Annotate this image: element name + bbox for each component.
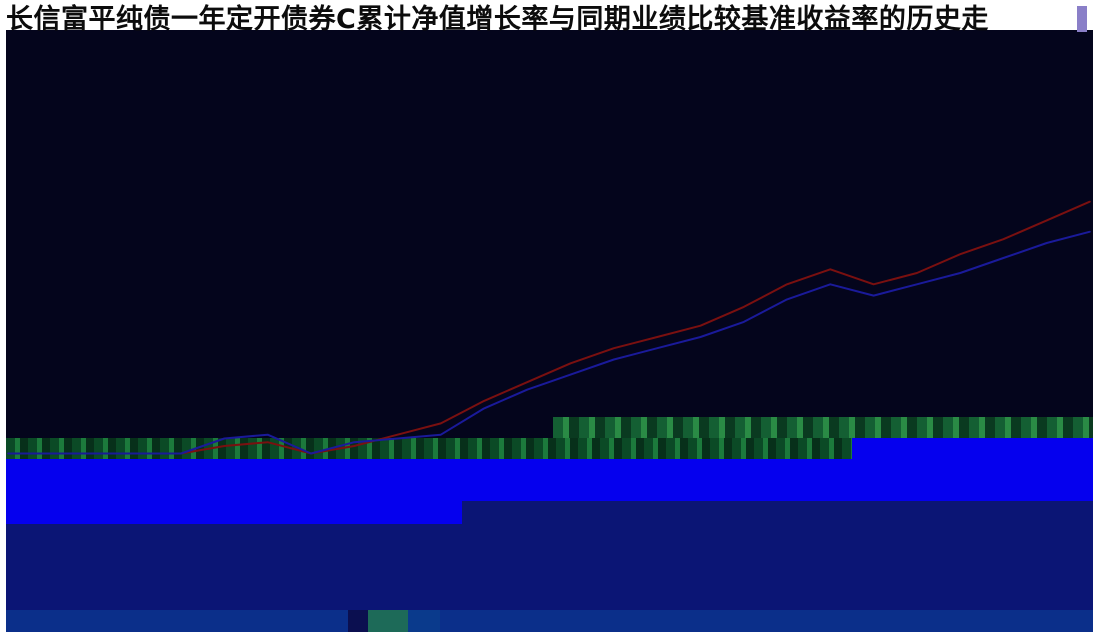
data-point [526,381,529,383]
data-point [223,437,226,440]
data-point [93,452,96,455]
data-point [50,452,53,455]
data-point [656,336,658,338]
data-point [1045,242,1048,244]
data-point [743,321,745,323]
data-point [872,294,875,297]
data-point [699,324,702,327]
data-point [483,400,485,402]
data-point [353,445,356,447]
data-point [266,433,269,436]
data-point [1002,257,1005,259]
data-point [353,441,356,444]
green-noise-band-right [553,417,1093,438]
data-point [613,358,615,361]
data-point [786,283,788,286]
data-point [1089,200,1091,203]
data-point [440,433,442,436]
data-point [396,433,399,436]
data-point [829,283,832,286]
data-point [7,452,9,455]
data-point [786,298,788,301]
green-noise-band [6,438,852,459]
data-point [916,272,918,274]
navy-band-lower [6,524,1093,610]
data-point [872,283,875,286]
data-point [829,268,832,271]
data-point [223,445,226,447]
data-point [266,441,269,444]
data-point [959,272,961,274]
data-point [1002,238,1005,240]
bottom-band [6,610,1093,632]
chart-title: 长信富平纯债一年定开债券C累计净值增长率与同期业绩比较基准收益率的历史走 [6,4,989,35]
bottom-artifact [348,610,440,632]
data-point [743,306,745,308]
data-point [1045,219,1048,222]
data-point [137,452,139,455]
series-line-benchmark [8,230,1091,455]
data-point [1089,230,1091,233]
blue-band [6,459,852,501]
data-point [569,373,572,376]
data-point [699,336,702,338]
data-point [526,388,529,391]
navy-band [462,501,1093,524]
data-point [959,253,961,255]
data-point [916,283,918,286]
data-point [180,452,182,455]
data-point [310,452,312,455]
blue-band-lower [6,501,462,524]
plot-area [6,30,1093,450]
blue-band-right [852,438,1093,501]
corner-marker [1077,6,1087,32]
data-point [569,362,572,365]
data-point [396,437,399,440]
data-point [483,407,485,410]
data-point [613,347,615,350]
series-line-fund [8,200,1091,455]
data-point [656,347,658,350]
data-point [440,422,442,425]
